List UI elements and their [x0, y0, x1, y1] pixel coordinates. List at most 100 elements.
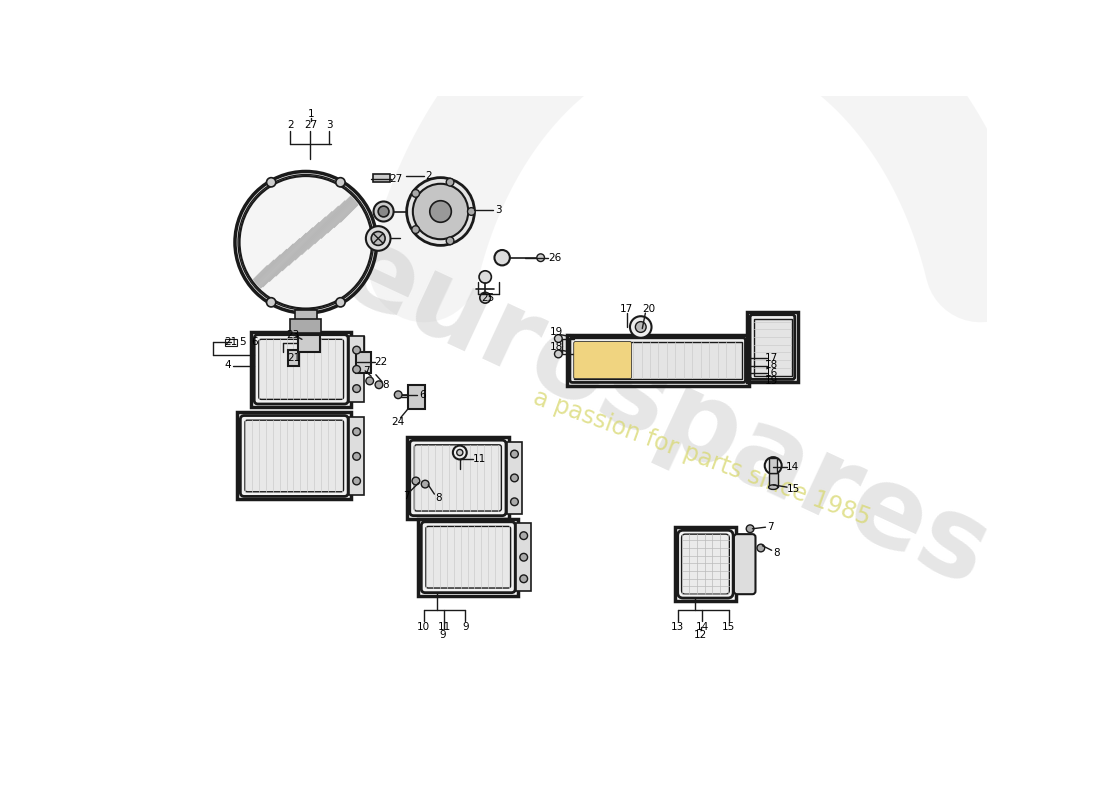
- Bar: [288, 350, 299, 366]
- Circle shape: [453, 446, 466, 459]
- Text: 26: 26: [548, 253, 561, 262]
- Text: 2: 2: [425, 171, 431, 181]
- Circle shape: [510, 474, 518, 482]
- Circle shape: [757, 544, 764, 552]
- Text: 17: 17: [764, 353, 779, 363]
- Bar: [356, 352, 372, 373]
- FancyBboxPatch shape: [258, 339, 343, 399]
- Text: 2: 2: [287, 120, 294, 130]
- FancyBboxPatch shape: [426, 526, 510, 588]
- Circle shape: [336, 298, 345, 307]
- Text: 15: 15: [786, 484, 800, 494]
- Circle shape: [480, 270, 492, 283]
- Bar: [507, 442, 522, 514]
- Text: 21: 21: [224, 338, 238, 347]
- Bar: [769, 474, 778, 487]
- Circle shape: [235, 171, 376, 313]
- FancyBboxPatch shape: [734, 534, 756, 594]
- Circle shape: [554, 334, 562, 342]
- Bar: [349, 417, 364, 495]
- Circle shape: [456, 450, 463, 455]
- Circle shape: [336, 178, 345, 187]
- Text: 8: 8: [382, 380, 388, 390]
- Circle shape: [353, 366, 361, 373]
- Text: a passion for parts since 1985: a passion for parts since 1985: [530, 386, 874, 530]
- Text: 19: 19: [549, 326, 563, 337]
- Ellipse shape: [769, 485, 778, 490]
- Circle shape: [746, 525, 754, 533]
- Text: eurospares: eurospares: [322, 214, 1005, 609]
- Circle shape: [495, 250, 510, 266]
- FancyBboxPatch shape: [682, 534, 729, 594]
- Text: 7: 7: [363, 366, 370, 376]
- Bar: [290, 319, 321, 333]
- Bar: [349, 336, 364, 402]
- Text: 27: 27: [389, 174, 403, 184]
- Text: 11: 11: [472, 454, 486, 465]
- Circle shape: [554, 350, 562, 358]
- Text: 3: 3: [495, 205, 502, 215]
- Text: 4: 4: [224, 361, 231, 370]
- Bar: [224, 338, 238, 346]
- Circle shape: [421, 480, 429, 488]
- Circle shape: [372, 231, 385, 246]
- Circle shape: [411, 190, 419, 198]
- Text: 8: 8: [434, 493, 441, 503]
- Text: 15: 15: [722, 622, 735, 631]
- Text: 25: 25: [482, 293, 495, 302]
- Text: 14: 14: [785, 462, 799, 472]
- Text: 9: 9: [440, 630, 447, 640]
- Text: 17: 17: [620, 303, 634, 314]
- FancyBboxPatch shape: [245, 420, 343, 492]
- Text: 5: 5: [240, 338, 246, 347]
- Circle shape: [510, 498, 518, 506]
- Circle shape: [353, 453, 361, 460]
- Bar: [674, 527, 736, 601]
- Text: 19: 19: [764, 376, 779, 386]
- Text: 21: 21: [287, 353, 301, 363]
- Circle shape: [407, 178, 474, 246]
- Text: 13: 13: [671, 622, 684, 631]
- Bar: [574, 342, 741, 378]
- FancyBboxPatch shape: [415, 445, 502, 511]
- Bar: [373, 174, 389, 182]
- Circle shape: [353, 428, 361, 435]
- Text: 6: 6: [419, 390, 426, 400]
- Text: 27: 27: [304, 120, 317, 130]
- Circle shape: [630, 316, 651, 338]
- Circle shape: [764, 457, 782, 474]
- Text: 14: 14: [695, 622, 710, 631]
- Circle shape: [510, 450, 518, 458]
- Circle shape: [353, 346, 361, 354]
- Bar: [747, 312, 798, 382]
- FancyBboxPatch shape: [750, 314, 794, 379]
- Circle shape: [374, 202, 394, 222]
- Bar: [516, 523, 531, 591]
- Circle shape: [378, 206, 389, 217]
- Text: 6: 6: [251, 338, 257, 347]
- Bar: [754, 318, 792, 375]
- Circle shape: [394, 391, 403, 398]
- Circle shape: [537, 254, 544, 262]
- Bar: [408, 385, 425, 410]
- Circle shape: [447, 178, 454, 186]
- Circle shape: [353, 477, 361, 485]
- FancyBboxPatch shape: [241, 415, 348, 496]
- FancyBboxPatch shape: [254, 334, 348, 404]
- Bar: [295, 310, 317, 321]
- Circle shape: [447, 237, 454, 245]
- Text: 11: 11: [438, 622, 451, 631]
- Bar: [769, 458, 777, 474]
- Circle shape: [266, 298, 276, 307]
- Circle shape: [520, 532, 528, 539]
- Circle shape: [353, 385, 361, 393]
- Text: 23: 23: [286, 330, 299, 340]
- Text: 22: 22: [374, 358, 387, 367]
- FancyBboxPatch shape: [409, 440, 506, 516]
- Bar: [238, 413, 351, 499]
- FancyBboxPatch shape: [421, 522, 515, 593]
- Circle shape: [636, 322, 646, 332]
- Circle shape: [468, 208, 475, 215]
- Circle shape: [266, 178, 276, 187]
- Circle shape: [366, 377, 374, 385]
